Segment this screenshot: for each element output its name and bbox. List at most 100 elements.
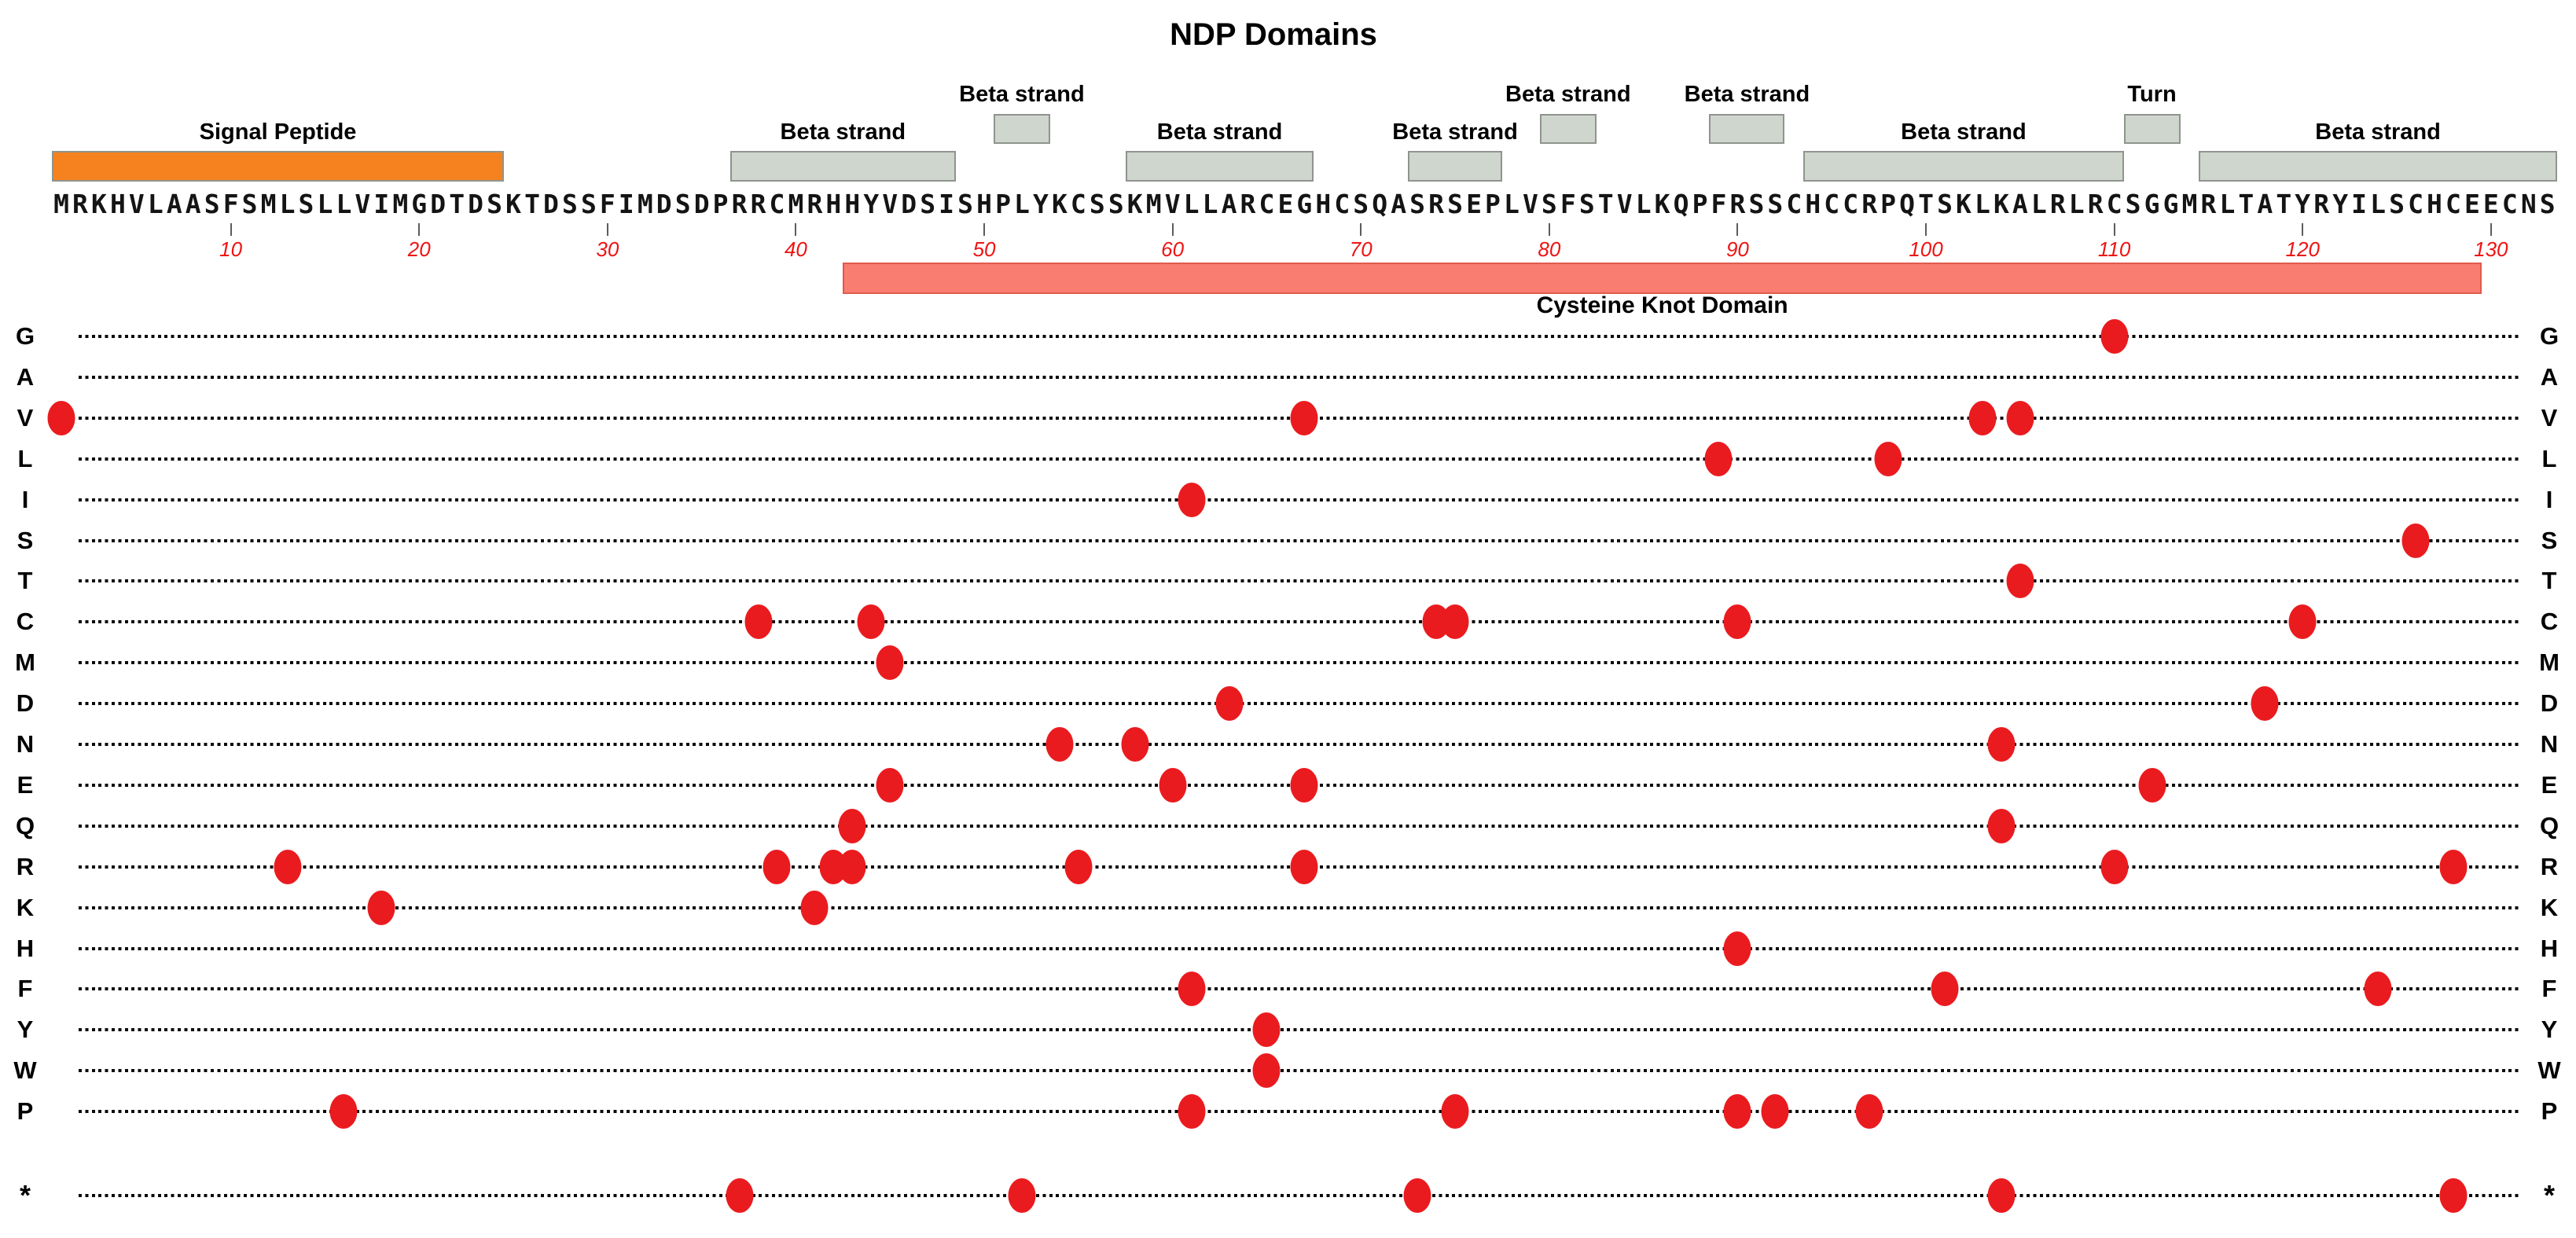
row-label-right: N	[2540, 730, 2559, 758]
residue-tick	[1360, 223, 1362, 236]
sequence-residue: K	[1956, 189, 1972, 219]
sequence-residue: S	[2125, 189, 2141, 219]
sequence-residue: C	[769, 189, 785, 219]
row-label-left: W	[13, 1056, 37, 1085]
sequence-residue: Y	[1032, 189, 1049, 219]
sequence-residue: C	[1824, 189, 1840, 219]
mutation-dot	[47, 400, 75, 435]
residue-tick-number: 60	[1161, 237, 1185, 261]
row-label-right: H	[2540, 934, 2559, 962]
sequence-residue: L	[317, 189, 333, 219]
mutation-dot	[2439, 1178, 2468, 1213]
beta-strand-bar	[1803, 151, 2124, 182]
sequence-residue: S	[1089, 189, 1105, 219]
mutation-dot	[763, 849, 791, 884]
domain-label: Beta strand	[780, 119, 906, 145]
sequence-residue: K	[1654, 189, 1670, 219]
sequence-residue: P	[1880, 189, 1897, 219]
mutation-dot	[838, 849, 866, 884]
row-label-right: D	[2540, 689, 2559, 718]
mutation-dot	[367, 890, 395, 925]
sequence-residue: P	[1692, 189, 1708, 219]
residue-tick	[1925, 223, 1927, 236]
sequence-residue: A	[1391, 189, 1407, 219]
sequence-residue: L	[2370, 189, 2387, 219]
sequence-residue: L	[1183, 189, 1200, 219]
row-label-left: L	[17, 444, 33, 472]
residue-tick-number: 10	[219, 237, 243, 261]
residue-tick	[983, 223, 986, 236]
mutation-dot	[1064, 849, 1093, 884]
residue-tick	[1736, 223, 1739, 236]
sequence-residue: R	[2313, 189, 2330, 219]
domain-label: Beta strand	[2315, 119, 2441, 145]
domain-label: Beta strand	[1684, 82, 1810, 107]
row-label-right: I	[2545, 485, 2553, 513]
mutation-dot	[1403, 1178, 1431, 1213]
beta-strand-bar	[729, 151, 957, 182]
mutation-dot	[1874, 441, 1902, 476]
sequence-residue: H	[825, 189, 842, 219]
sequence-residue: D	[468, 189, 484, 219]
mutation-dot	[876, 767, 904, 803]
sequence-residue: T	[1918, 189, 1934, 219]
sequence-residue: I	[618, 189, 634, 219]
row-label-left: I	[21, 485, 29, 513]
domain-label: Beta strand	[1156, 119, 1283, 145]
row-dotted-line	[79, 1069, 2519, 1073]
residue-tick-number: 100	[1909, 237, 1943, 261]
sequence-residue: R	[1861, 189, 1878, 219]
row-label-right: G	[2539, 322, 2559, 350]
residue-tick	[230, 223, 232, 236]
residue-tick-number: 120	[2285, 237, 2320, 261]
residue-tick-number: 40	[784, 237, 807, 261]
row-label-right: R	[2540, 852, 2559, 880]
sequence-residue: Q	[1899, 189, 1916, 219]
sequence-residue: R	[2200, 189, 2217, 219]
sequence-residue: R	[2087, 189, 2104, 219]
row-dotted-line	[79, 824, 2519, 828]
row-dotted-line	[79, 498, 2519, 501]
row-dotted-line	[79, 987, 2519, 991]
sequence-residue: C	[1070, 189, 1086, 219]
sequence-residue: G	[411, 189, 428, 219]
mutation-dot	[1761, 1094, 1789, 1130]
sequence-residue: I	[2351, 189, 2368, 219]
sequence-residue: V	[1522, 189, 1538, 219]
residue-tick-number: 70	[1349, 237, 1373, 261]
residue-tick	[2113, 223, 2115, 236]
domain-label: Beta strand	[1901, 119, 2027, 145]
row-dotted-line	[79, 743, 2519, 746]
mutation-dot	[1178, 1094, 1206, 1130]
signal-peptide-bar	[52, 151, 505, 182]
sequence-residue: R	[807, 189, 823, 219]
row-label-right: E	[2541, 770, 2558, 799]
sequence-residue: S	[1748, 189, 1765, 219]
mutation-dot	[1441, 1094, 1469, 1130]
sequence-residue: S	[1108, 189, 1124, 219]
sequence-residue: Y	[863, 189, 880, 219]
residue-tick	[606, 223, 608, 236]
row-label-left: C	[16, 608, 35, 636]
sequence-residue: T	[1597, 189, 1614, 219]
row-label-left: R	[16, 852, 35, 880]
row-label-left: D	[16, 689, 35, 718]
mutation-dot	[1704, 441, 1733, 476]
row-dotted-line	[79, 1028, 2519, 1032]
mutation-dot	[744, 604, 773, 640]
row-label-right: C	[2540, 608, 2559, 636]
sequence-residue: A	[2012, 189, 2028, 219]
row-label-left: N	[16, 730, 35, 758]
sequence-residue: P	[1485, 189, 1501, 219]
row-dotted-line	[79, 1194, 2519, 1197]
sequence-residue: S	[487, 189, 503, 219]
sequence-residue: H	[1805, 189, 1821, 219]
residue-tick-number: 20	[407, 237, 431, 261]
row-label-left: *	[19, 1179, 31, 1211]
row-label-right: V	[2541, 403, 2558, 432]
residue-tick	[1171, 223, 1174, 236]
mutation-dot	[1723, 604, 1751, 640]
mutation-dot	[800, 890, 829, 925]
row-label-right: L	[2541, 444, 2557, 472]
sequence-residue: S	[1578, 189, 1595, 219]
